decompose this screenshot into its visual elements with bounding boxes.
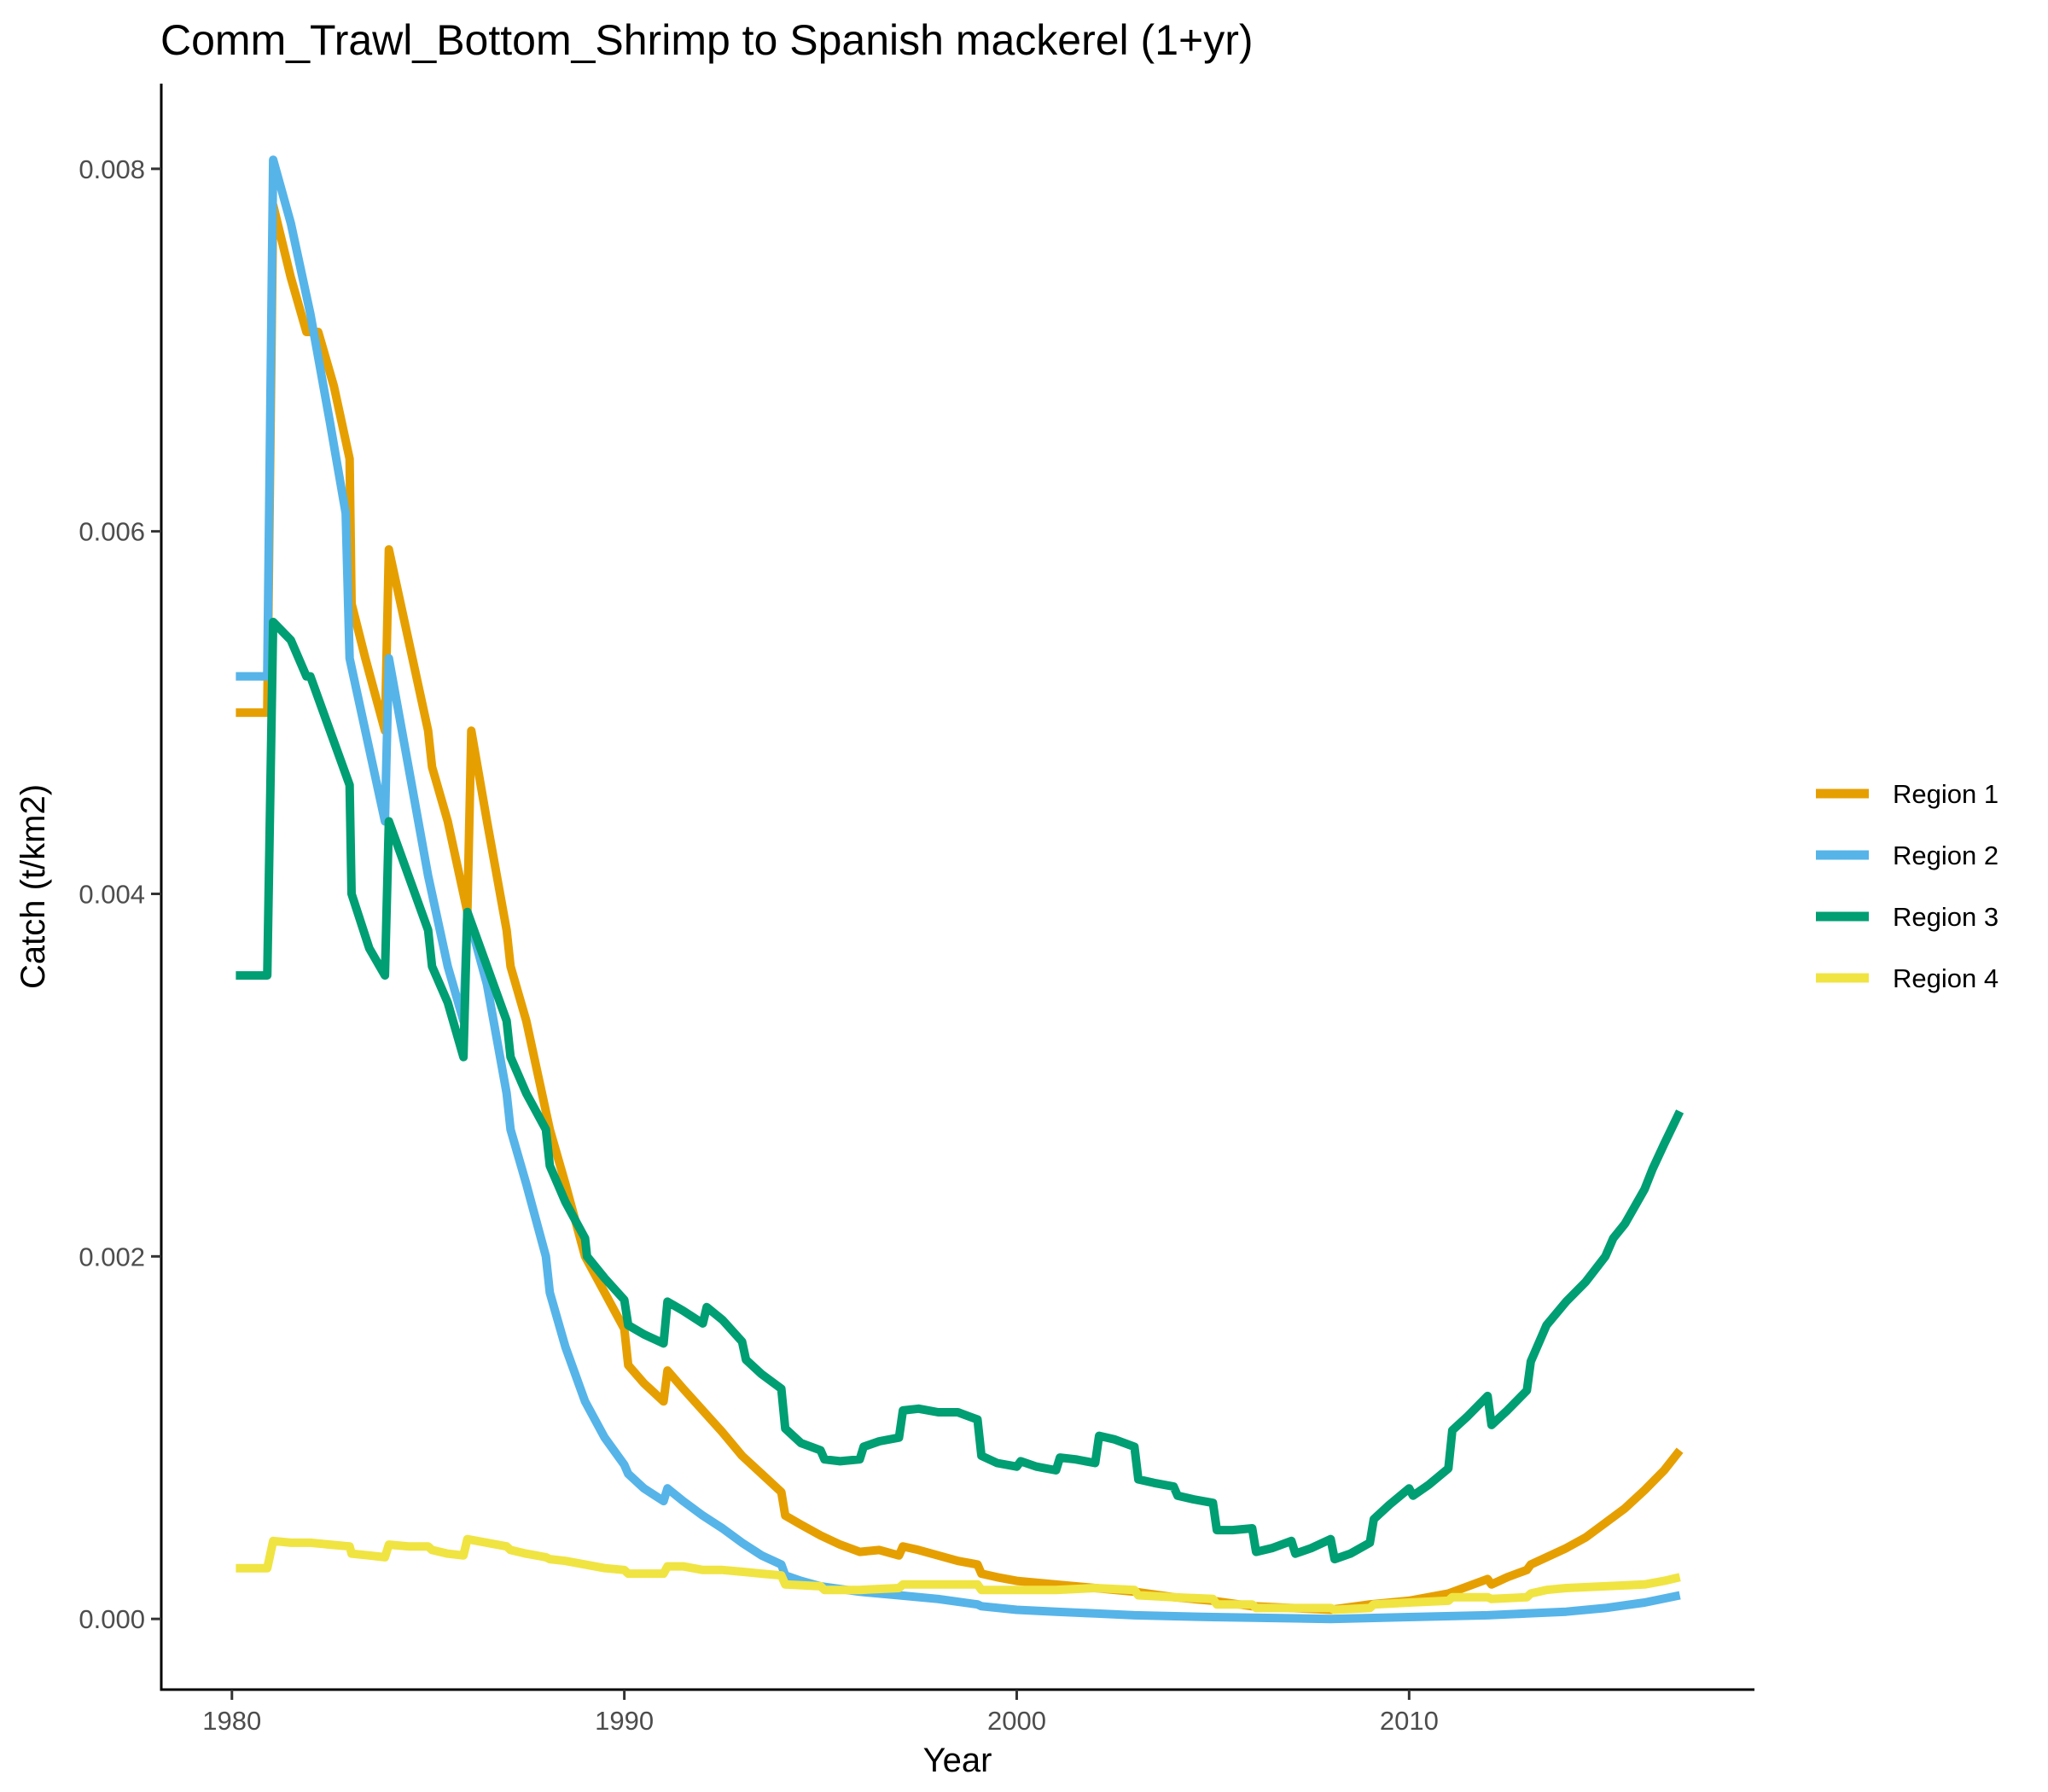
y-axis-ticks: 0.000 0.002 0.004 0.006 0.008 <box>79 154 161 1634</box>
y-tick-label: 0.004 <box>79 879 145 909</box>
series-line-region-2 <box>236 155 1681 1624</box>
legend-label: Region 2 <box>1893 841 1999 870</box>
series-layer <box>236 155 1684 1624</box>
legend-item-region-4: Region 4 <box>1816 963 1999 993</box>
legend-item-region-3: Region 3 <box>1816 902 1999 932</box>
x-axis-ticks: 1980 1990 2000 2010 <box>202 1690 1439 1736</box>
y-tick-label: 0.006 <box>79 517 145 547</box>
legend-label: Region 4 <box>1893 963 1999 993</box>
legend-item-region-2: Region 2 <box>1816 841 1999 870</box>
series-line-region-4 <box>236 1534 1681 1615</box>
y-tick-label: 0.002 <box>79 1242 145 1271</box>
x-tick-label: 2000 <box>987 1706 1046 1736</box>
x-tick-label: 2010 <box>1380 1706 1439 1736</box>
x-tick-label: 1990 <box>595 1706 654 1736</box>
legend-label: Region 1 <box>1893 779 1999 809</box>
plot-area: 0.000 0.002 0.004 0.006 0.008 1980 1990 2000 20… <box>79 84 1754 1736</box>
x-axis-title: Year <box>923 1742 992 1779</box>
x-tick-label: 1980 <box>202 1706 261 1736</box>
chart-title: Comm_Trawl_Bottom_Shrimp to Spanish mack… <box>160 16 1254 64</box>
legend-label: Region 3 <box>1893 902 1999 932</box>
series-line-region-1 <box>236 201 1684 1615</box>
legend-item-region-1: Region 1 <box>1816 779 1999 809</box>
y-axis-title: Catch (t/km2) <box>15 784 52 989</box>
y-tick-label: 0.000 <box>79 1604 145 1634</box>
series-line-region-3 <box>236 617 1684 1564</box>
y-tick-label: 0.008 <box>79 154 145 184</box>
legend: Region 1 Region 2 Region 3 Region 4 <box>1816 779 1999 993</box>
